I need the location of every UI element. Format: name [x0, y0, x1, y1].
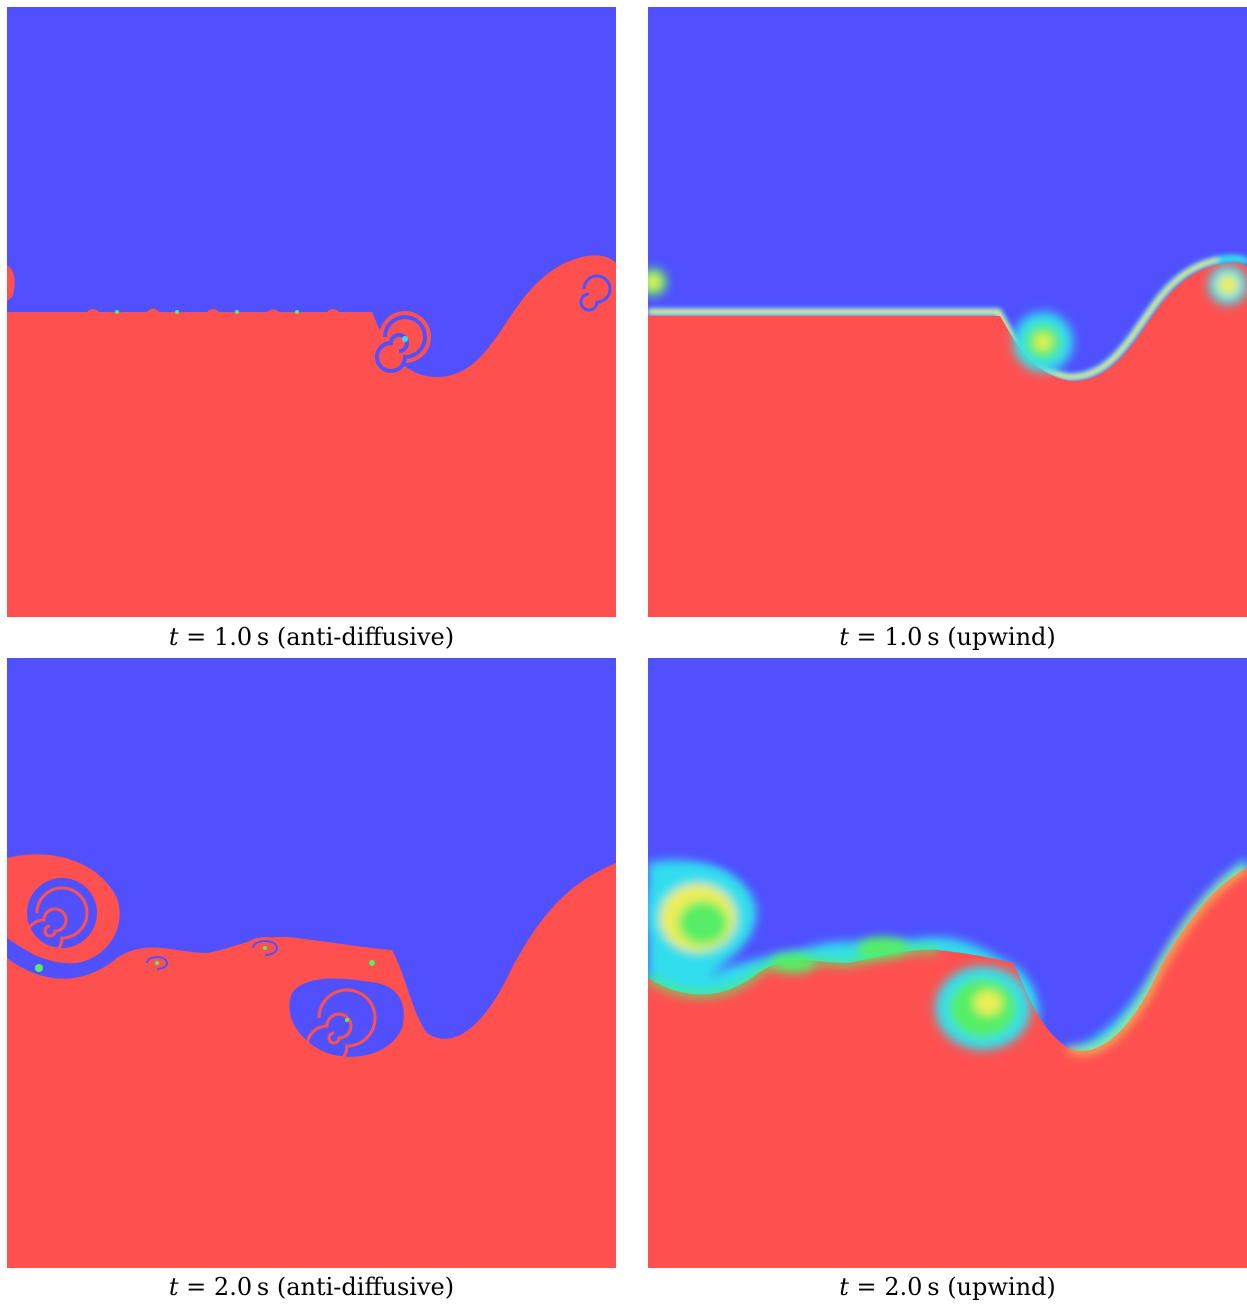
time-variable: t: [839, 623, 849, 651]
time-variable: t: [839, 1273, 849, 1301]
density-field-t2-anti-diffusive: [7, 658, 616, 1268]
caption-p1: t = 1.0 s (anti-diffusive): [168, 623, 455, 651]
panel-t2-upwind: [648, 658, 1247, 1268]
caption-p2: t = 1.0 s (upwind): [839, 623, 1056, 651]
density-field-t1-anti-diffusive: [7, 7, 616, 617]
caption-p4: t = 2.0 s (upwind): [839, 1273, 1056, 1301]
density-field-t1-upwind: [648, 7, 1247, 617]
panel-t2-anti-diffusive: [7, 658, 616, 1268]
panel-t1-anti-diffusive: [7, 7, 616, 617]
panel-t1-upwind: [648, 7, 1247, 617]
time-variable: t: [168, 1273, 179, 1301]
time-variable: t: [168, 623, 179, 651]
density-field-t2-upwind: [648, 658, 1247, 1268]
caption-p3: t = 2.0 s (anti-diffusive): [168, 1273, 455, 1301]
